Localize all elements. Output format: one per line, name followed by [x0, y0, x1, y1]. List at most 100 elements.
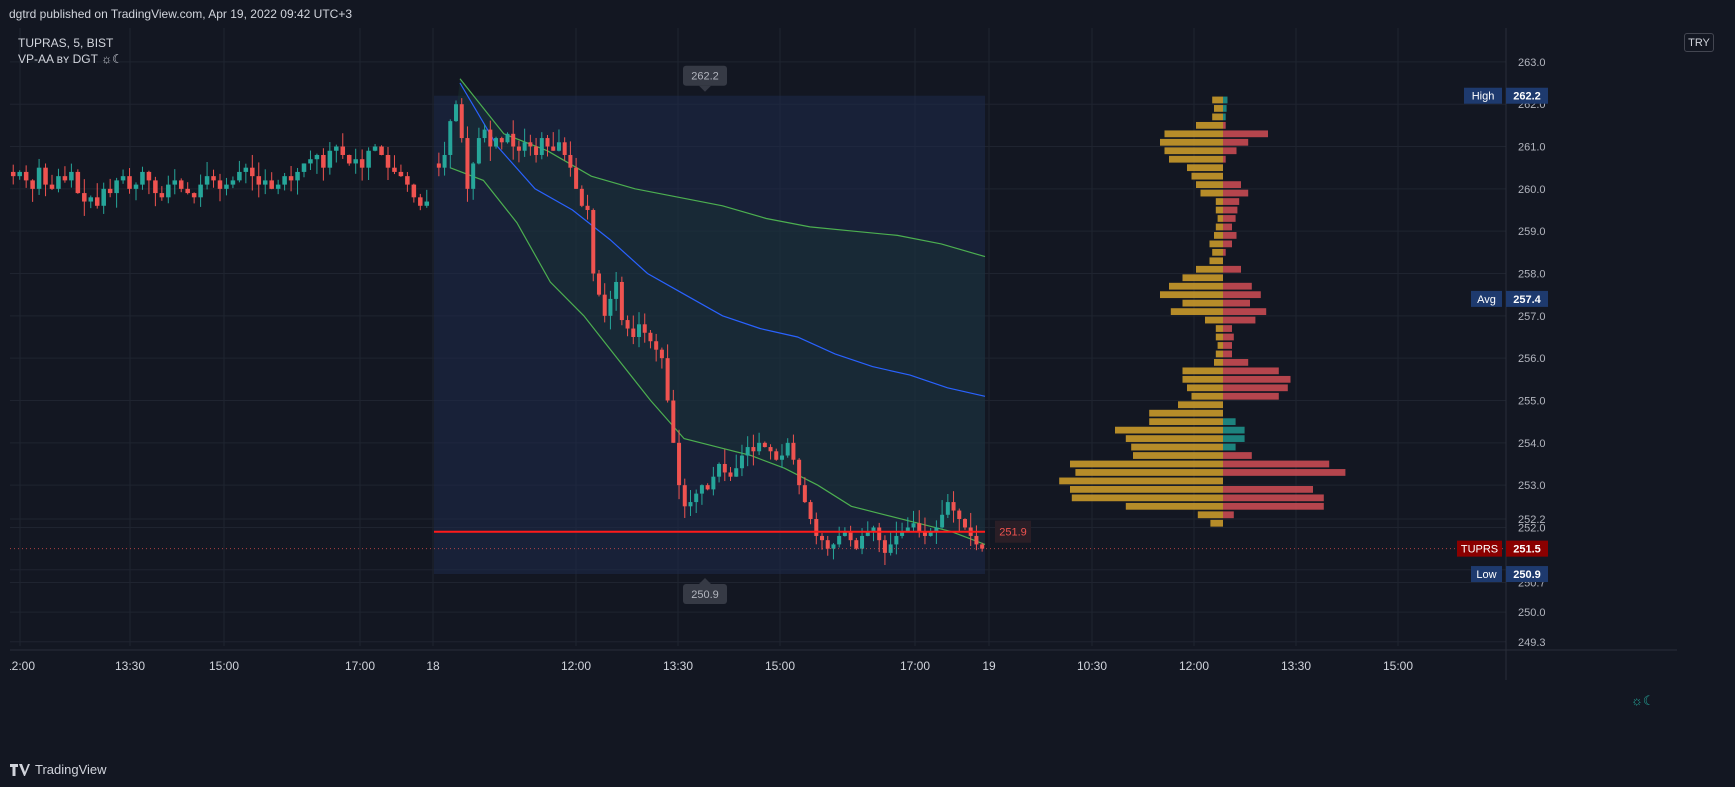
y-tick-label: 259.0: [1518, 226, 1546, 238]
vp-up-bar: [1223, 105, 1227, 112]
candle-body: [951, 502, 956, 511]
vp-total-bar: [1209, 257, 1223, 265]
candle-body: [459, 104, 464, 139]
candle-body: [574, 167, 579, 189]
candle-body: [802, 485, 807, 503]
vp-down-bar: [1223, 240, 1232, 248]
vp-total-bar: [1182, 367, 1223, 375]
vp-total-bar: [1215, 325, 1223, 332]
candle-body: [476, 138, 481, 164]
candle-body: [269, 180, 274, 189]
vp-total-bar: [1075, 469, 1223, 476]
candle-body: [665, 358, 670, 401]
candle-body: [159, 193, 165, 198]
candle-body: [185, 188, 190, 194]
vp-down-bar: [1223, 215, 1236, 222]
vp-total-bar: [1182, 299, 1223, 307]
chart-pane[interactable]: 249.3250.0250.7251.0252.0252.2253.0254.0…: [10, 28, 1677, 752]
vp-down-bar: [1223, 181, 1241, 189]
price-marker-label: Low: [1476, 569, 1496, 581]
vp-down-bar: [1223, 502, 1324, 510]
candle-body: [928, 531, 933, 536]
candle-body: [308, 159, 313, 164]
candle-body: [191, 193, 197, 198]
candle-body: [551, 146, 556, 151]
price-marker-value: 257.4: [1513, 294, 1541, 306]
candle-body: [211, 176, 216, 181]
candle-body: [178, 180, 184, 189]
vp-total-bar: [1214, 359, 1223, 366]
price-marker-value: 250.9: [1513, 569, 1541, 581]
candle-body: [654, 341, 659, 350]
published-text: dgtrd published on TradingView.com, Apr …: [9, 7, 353, 21]
candle-body: [153, 180, 158, 194]
y-tick-label: 257.0: [1518, 311, 1546, 323]
candle-body: [745, 447, 750, 456]
vp-down-bar: [1223, 384, 1288, 392]
vp-down-bar: [1223, 452, 1252, 459]
candle-body: [17, 171, 22, 177]
vp-down-bar: [1223, 485, 1313, 493]
x-tick-label: 10:30: [1077, 659, 1107, 673]
price-marker-label: TUPRS: [1461, 544, 1498, 556]
vp-down-bar: [1223, 198, 1240, 205]
price-chart[interactable]: 249.3250.0250.7251.0252.0252.2253.0254.0…: [10, 28, 1677, 752]
currency-button[interactable]: TRY: [1684, 33, 1714, 52]
candle-body: [825, 540, 830, 549]
candle-body: [631, 328, 636, 337]
candle-body: [877, 527, 882, 541]
candle-body: [262, 180, 268, 185]
vp-down-bar: [1223, 299, 1250, 307]
indicator-legend[interactable]: VP-AA ʙʏ DGT ☼☾: [18, 52, 123, 66]
candle-body: [642, 324, 647, 333]
x-tick-label: 15:00: [209, 659, 239, 673]
candle-body: [717, 463, 722, 477]
poc-label: 251.9: [999, 527, 1027, 539]
candle-body: [146, 171, 152, 181]
vp-down-bar: [1223, 333, 1234, 341]
vp-total-bar: [1164, 130, 1223, 138]
candle-body: [198, 184, 203, 198]
candle-body: [346, 154, 352, 164]
candle-body: [392, 167, 397, 172]
candle-body: [505, 133, 510, 143]
vp-total-bar: [1191, 172, 1223, 180]
candle-body: [911, 523, 916, 528]
symbol-legend[interactable]: TUPRAS, 5, BIST: [18, 36, 114, 50]
candle-body: [243, 167, 249, 172]
candle-body: [301, 163, 307, 172]
candle-body: [882, 540, 887, 553]
vp-total-bar: [1215, 206, 1223, 214]
vp-down-bar: [1223, 282, 1252, 290]
price-marker-label-bg: [1471, 566, 1502, 583]
y-tick-label: 252.2: [1518, 514, 1546, 526]
candle-body: [511, 133, 516, 147]
indicator-settings-icon[interactable]: ☼☾: [1631, 693, 1655, 708]
vp-total-bar: [1214, 105, 1223, 112]
candle-body: [837, 535, 842, 545]
candle-body: [499, 138, 504, 143]
vp-total-bar: [1215, 333, 1223, 341]
vp-total-bar: [1071, 494, 1223, 502]
price-marker-value-bg: [1506, 566, 1548, 583]
vp-down-bar: [1223, 494, 1324, 502]
candle-body: [43, 167, 48, 185]
tradingview-logo-icon: [10, 763, 30, 776]
candle-body: [820, 535, 825, 541]
candle-body: [398, 171, 404, 177]
candle-body: [482, 129, 487, 139]
candle-body: [625, 320, 630, 329]
candle-body: [917, 523, 922, 532]
candle-body: [842, 531, 847, 536]
price-marker-value-bg: [1506, 290, 1548, 307]
candle-body: [405, 176, 410, 185]
vp-total-bar: [1070, 485, 1223, 493]
vp-total-bar: [1200, 189, 1223, 197]
candle-body: [522, 142, 527, 151]
candle-body: [133, 184, 139, 189]
candle-body: [602, 294, 607, 316]
x-tick-label: 15:00: [765, 659, 795, 673]
vp-down-bar: [1223, 248, 1226, 256]
vp-total-bar: [1212, 113, 1223, 121]
candle-body: [418, 197, 423, 206]
